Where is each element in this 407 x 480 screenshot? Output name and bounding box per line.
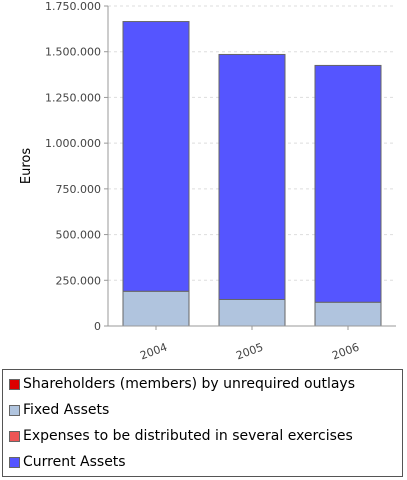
y-tick-label: 1.750.000 [45, 0, 101, 13]
y-tick-label: 750.000 [56, 183, 102, 196]
x-tick-labels: 2004 2005 2006 [138, 326, 361, 362]
x-tick-label: 2004 [138, 341, 169, 363]
legend-label: Current Assets [23, 454, 126, 470]
y-axis-title: Euros [19, 148, 34, 184]
legend-item: Fixed Assets [9, 400, 109, 420]
legend: Shareholders (members) by unrequired out… [2, 369, 403, 477]
legend-swatch-expenses [9, 430, 20, 442]
bar-fixed-assets [122, 290, 190, 327]
bars [122, 21, 382, 327]
legend-swatch-current-assets [9, 456, 20, 468]
bar-current-assets [218, 53, 286, 300]
x-tick-label: 2005 [234, 341, 265, 363]
legend-swatch-shareholders [9, 378, 20, 390]
y-tick-label: 0 [94, 320, 101, 333]
legend-item: Expenses to be distributed in several ex… [9, 426, 353, 446]
legend-item: Shareholders (members) by unrequired out… [9, 374, 355, 394]
y-tick-label: 500.000 [56, 229, 102, 242]
legend-label: Fixed Assets [23, 402, 110, 418]
legend-label: Expenses to be distributed in several ex… [23, 428, 353, 444]
legend-item: Current Assets [9, 452, 126, 472]
x-tick-label: 2006 [330, 341, 361, 363]
y-tick-label: 1.000.000 [45, 137, 101, 150]
bar-fixed-assets [314, 301, 382, 327]
bar-fixed-assets [218, 298, 286, 327]
bar-current-assets [314, 64, 382, 303]
y-tick-label: 1.500.000 [45, 46, 101, 59]
bar-current-assets [122, 21, 190, 292]
y-tick-label: 1.250.000 [45, 91, 101, 104]
legend-swatch-fixed-assets [9, 404, 20, 416]
legend-label: Shareholders (members) by unrequired out… [23, 376, 355, 392]
y-tick-labels: 0 250.000 500.000 750.000 1.000.000 1.250.000… [45, 0, 108, 333]
bar-chart: 0 250.000 500.000 750.000 1.000.000 1.250.000… [19, 0, 396, 362]
y-tick-label: 250.000 [56, 274, 102, 287]
